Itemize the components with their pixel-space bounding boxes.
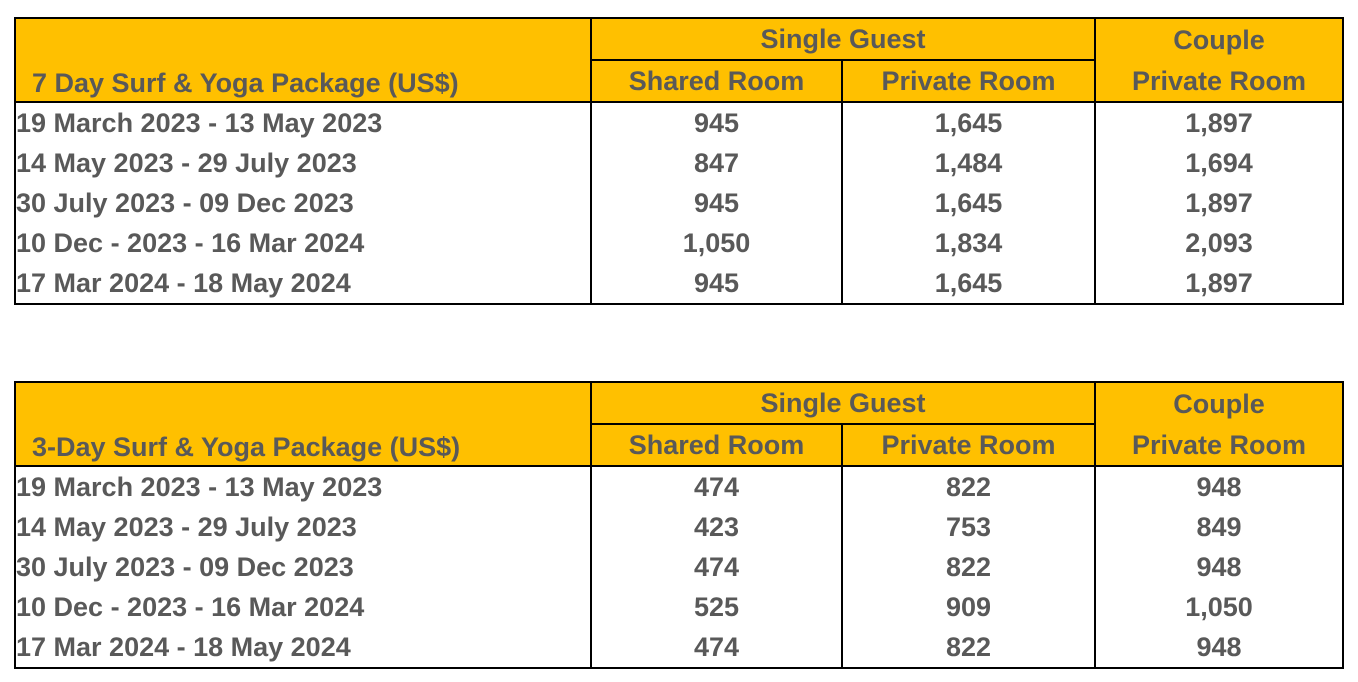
- couple-header: Couple: [1094, 17, 1345, 60]
- private-price-cell: 1,484: [840, 143, 1097, 183]
- couple-price-cell: 948: [1094, 547, 1345, 587]
- private-price-cell: 753: [840, 507, 1097, 547]
- couple-private-room-header: Private Room: [1094, 424, 1345, 467]
- table-row: 14 May 2023 - 29 July 2023 847 1,484 1,6…: [14, 143, 1345, 183]
- single-guest-header: Single Guest: [589, 381, 1097, 425]
- couple-price-cell: 1,897: [1094, 183, 1345, 223]
- shared-price-cell: 945: [590, 263, 843, 305]
- period-cell: 30 July 2023 - 09 Dec 2023: [14, 547, 592, 587]
- couple-private-room-header: Private Room: [1094, 60, 1345, 103]
- couple-price-cell: 2,093: [1094, 223, 1345, 263]
- private-room-header: Private Room: [840, 423, 1097, 467]
- shared-price-cell: 945: [590, 101, 843, 143]
- shared-price-cell: 525: [590, 587, 843, 627]
- period-cell: 19 March 2023 - 13 May 2023: [14, 465, 592, 507]
- private-price-cell: 1,645: [840, 263, 1097, 305]
- private-price-cell: 1,834: [840, 223, 1097, 263]
- period-cell: 17 Mar 2024 - 18 May 2024: [14, 263, 592, 305]
- package-table-7-day: Single Guest Couple 7 Day Surf & Yoga Pa…: [14, 17, 1345, 305]
- period-cell: 30 July 2023 - 09 Dec 2023: [14, 183, 592, 223]
- period-cell: 14 May 2023 - 29 July 2023: [14, 143, 592, 183]
- couple-price-cell: 1,897: [1094, 263, 1345, 305]
- private-price-cell: 822: [840, 465, 1097, 507]
- period-cell: 19 March 2023 - 13 May 2023: [14, 101, 592, 143]
- shared-room-header: Shared Room: [590, 59, 843, 103]
- table-row: 10 Dec - 2023 - 16 Mar 2024 525 909 1,05…: [14, 587, 1345, 627]
- couple-price-cell: 1,694: [1094, 143, 1345, 183]
- couple-price-cell: 948: [1094, 465, 1345, 507]
- period-cell: 10 Dec - 2023 - 16 Mar 2024: [14, 223, 592, 263]
- private-price-cell: 909: [840, 587, 1097, 627]
- shared-room-header: Shared Room: [590, 423, 843, 467]
- table-row: 19 March 2023 - 13 May 2023 474 822 948: [14, 465, 1345, 507]
- couple-price-cell: 948: [1094, 627, 1345, 669]
- table-row: 10 Dec - 2023 - 16 Mar 2024 1,050 1,834 …: [14, 223, 1345, 263]
- table-row: 30 July 2023 - 09 Dec 2023 945 1,645 1,8…: [14, 183, 1345, 223]
- table-title-spacer: [14, 17, 592, 60]
- single-guest-header: Single Guest: [589, 17, 1097, 61]
- table-row: 17 Mar 2024 - 18 May 2024 474 822 948: [14, 627, 1345, 669]
- private-price-cell: 1,645: [840, 101, 1097, 143]
- table-row: 30 July 2023 - 09 Dec 2023 474 822 948: [14, 547, 1345, 587]
- shared-price-cell: 474: [590, 627, 843, 669]
- couple-price-cell: 1,050: [1094, 587, 1345, 627]
- couple-price-cell: 1,897: [1094, 101, 1345, 143]
- shared-price-cell: 945: [590, 183, 843, 223]
- period-cell: 10 Dec - 2023 - 16 Mar 2024: [14, 587, 592, 627]
- period-cell: 14 May 2023 - 29 July 2023: [14, 507, 592, 547]
- package-table-3-day: Single Guest Couple 3-Day Surf & Yoga Pa…: [14, 381, 1345, 669]
- private-room-header: Private Room: [840, 59, 1097, 103]
- private-price-cell: 1,645: [840, 183, 1097, 223]
- shared-price-cell: 1,050: [590, 223, 843, 263]
- table-row: 14 May 2023 - 29 July 2023 423 753 849: [14, 507, 1345, 547]
- shared-price-cell: 474: [590, 465, 843, 507]
- couple-header: Couple: [1094, 381, 1345, 424]
- period-cell: 17 Mar 2024 - 18 May 2024: [14, 627, 592, 669]
- table-title-spacer: [14, 381, 592, 424]
- table-title: 7 Day Surf & Yoga Package (US$): [14, 60, 592, 103]
- table-row: 17 Mar 2024 - 18 May 2024 945 1,645 1,89…: [14, 263, 1345, 305]
- private-price-cell: 822: [840, 627, 1097, 669]
- table-row: 19 March 2023 - 13 May 2023 945 1,645 1,…: [14, 101, 1345, 143]
- shared-price-cell: 423: [590, 507, 843, 547]
- table-title: 3-Day Surf & Yoga Package (US$): [14, 424, 592, 467]
- private-price-cell: 822: [840, 547, 1097, 587]
- shared-price-cell: 474: [590, 547, 843, 587]
- couple-price-cell: 849: [1094, 507, 1345, 547]
- shared-price-cell: 847: [590, 143, 843, 183]
